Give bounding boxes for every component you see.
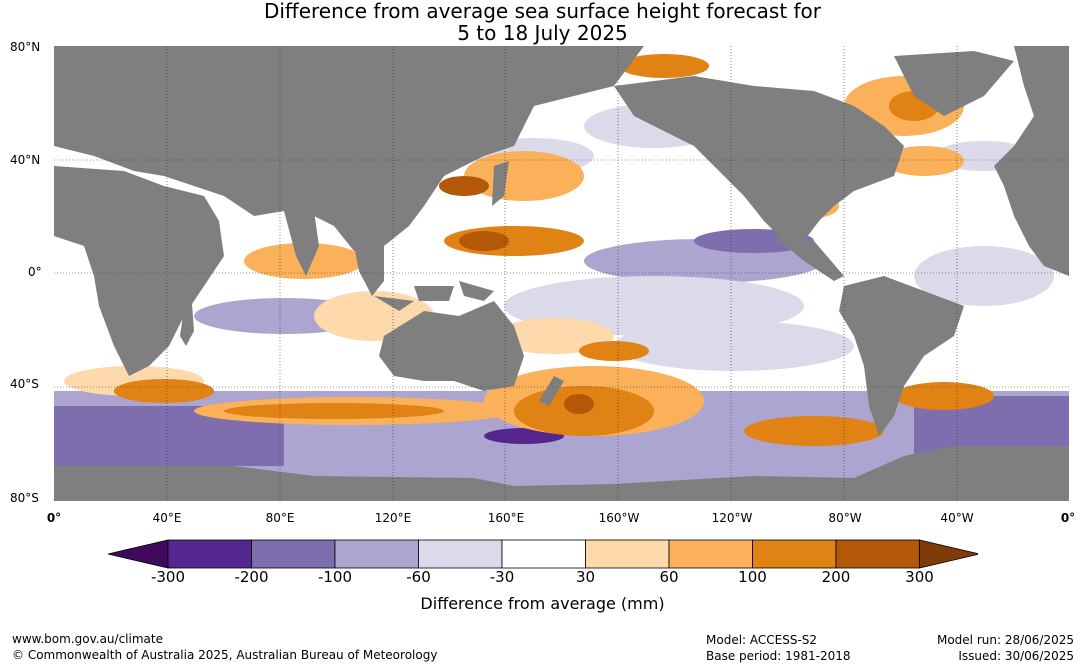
lat-label-0: 0°: [28, 265, 42, 279]
footer-base-period: Base period: 1981-2018: [706, 649, 851, 663]
lat-label-80n: 80°N: [10, 40, 41, 54]
colorbar-segment: [334, 539, 419, 569]
colorbar-segment: [752, 539, 837, 569]
colorbar-tick-label: 100: [738, 568, 767, 586]
graticule: [54, 46, 1069, 501]
colorbar-label: Difference from average (mm): [420, 594, 665, 613]
colorbar-tick-label: -200: [234, 568, 269, 586]
footer-model-run: Model run: 28/06/2025: [936, 633, 1074, 647]
land-layer: [54, 46, 1069, 501]
colorbar-segment: [835, 539, 920, 569]
colorbar-tick-label: 200: [821, 568, 851, 586]
colorbar-extend-low: [108, 539, 169, 569]
colorbar-extend-high: [919, 539, 978, 569]
lon-label-120w: 120°W: [711, 511, 753, 525]
sea-surface-height-map: [54, 46, 1069, 501]
lon-label-80w: 80°W: [828, 511, 862, 525]
chart-title-line1: Difference from average sea surface heig…: [263, 0, 822, 23]
colorbar: [108, 539, 978, 569]
colorbar-tick-label: -300: [150, 568, 186, 586]
footer-issued: Issued: 30/06/2025: [958, 649, 1074, 663]
colorbar-tick-label: 60: [659, 568, 679, 586]
colorbar-tick-label: -60: [406, 568, 431, 586]
footer-copyright: © Commonwealth of Australia 2025, Austra…: [12, 648, 438, 662]
colorbar-tick-label: 300: [905, 568, 934, 586]
colorbar-segment: [167, 539, 252, 569]
lon-label-160e: 160°E: [487, 511, 525, 525]
lat-label-80s: 80°S: [10, 491, 39, 505]
footer-website: www.bom.gov.au/climate: [12, 632, 163, 646]
colorbar-segment: [251, 539, 336, 569]
chart-title-line2: 5 to 18 July 2025: [457, 21, 628, 45]
lat-label-40n: 40°N: [10, 153, 41, 167]
colorbar-segment: [585, 539, 670, 569]
colorbar-segment: [418, 539, 503, 569]
lon-label-0-left: 0°: [46, 511, 62, 525]
footer-model: Model: ACCESS-S2: [706, 633, 818, 647]
lon-label-80e: 80°E: [265, 511, 295, 525]
colorbar-tick-label: -100: [317, 568, 353, 586]
colorbar-tick-label: 30: [575, 568, 596, 586]
lon-label-120e: 120°E: [374, 511, 412, 525]
lon-label-0-right: 0°: [1060, 511, 1076, 525]
colorbar-tick-label: -30: [489, 568, 515, 586]
lon-label-40w: 40°W: [940, 511, 974, 525]
colorbar-segment: [668, 539, 753, 569]
lon-label-160w: 160°W: [598, 511, 640, 525]
colorbar-segment: [501, 539, 586, 569]
lon-label-40e: 40°E: [152, 511, 182, 525]
lat-label-40s: 40°S: [10, 377, 39, 391]
